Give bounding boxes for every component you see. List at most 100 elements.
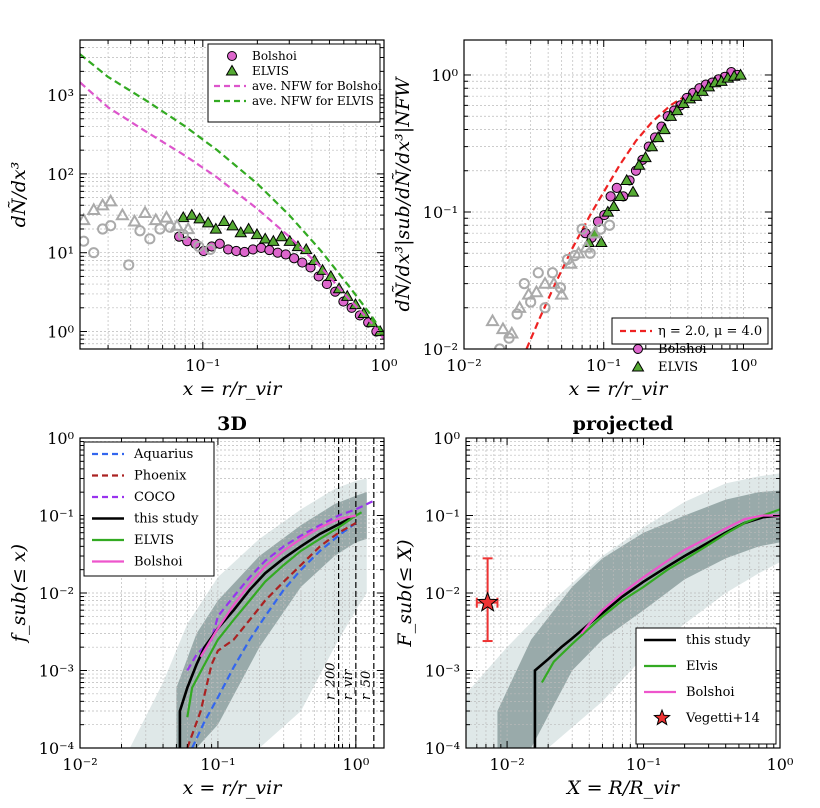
data-point-circle — [546, 267, 559, 279]
x-tick-label: 10⁻² — [489, 755, 524, 774]
y-tick-label: 10⁻² — [425, 584, 460, 603]
data-point-triangle — [645, 140, 659, 152]
plot-area — [464, 40, 772, 349]
data-point-triangle — [275, 230, 288, 242]
data-point-triangle — [579, 240, 594, 253]
axes-frame — [79, 437, 385, 749]
data-point-triangle — [670, 104, 684, 116]
data-point-circle — [88, 247, 100, 259]
legend: η = 2.0, μ = 4.0 Bolshoi ELVIS — [611, 317, 769, 375]
data-point-circle — [603, 219, 616, 231]
data-point-circle — [539, 302, 551, 314]
legend-triangle-icon — [631, 360, 645, 372]
y-tick-label: 10⁻³ — [425, 662, 460, 681]
y-tick-label: 10⁻⁴ — [425, 739, 460, 758]
data-point-circle — [204, 243, 216, 256]
legend-circle-icon — [633, 344, 643, 354]
data-point-triangle — [485, 313, 500, 327]
vline-label: r_vir — [341, 669, 356, 700]
x-tick-label: 10⁰ — [342, 755, 369, 774]
data-point-triangle — [80, 212, 91, 226]
data-point-triangle — [103, 193, 118, 207]
y-tick-label: 10¹ — [47, 244, 74, 263]
y-tick-label: 10⁰ — [47, 323, 74, 342]
data-point-circle — [518, 278, 530, 290]
data-point-triangle — [546, 276, 562, 289]
data-point-triangle — [324, 269, 338, 282]
data-point-triangle — [734, 68, 747, 80]
data-point-circle — [611, 182, 622, 193]
data-point-triangle — [137, 205, 153, 219]
y-tick-label: 10⁻⁴ — [39, 739, 74, 758]
x-tick-label: 10⁻¹ — [626, 755, 661, 774]
legend-label: Bolshoi — [658, 342, 707, 357]
x-tick-label: 10⁻¹ — [586, 356, 621, 375]
series-line--2-0-4-0 — [525, 73, 744, 349]
data-point-triangle — [209, 222, 223, 234]
data-point-triangle — [554, 286, 569, 300]
series-line-elvis — [540, 508, 780, 684]
x-tick-label: 10⁰ — [730, 356, 757, 375]
x-tick-label: 10⁻¹ — [200, 755, 235, 774]
data-point-triangle — [563, 256, 578, 269]
x-tick-label: 10⁻² — [446, 356, 481, 375]
y-tick-label: 10⁰ — [47, 429, 74, 448]
series-line-elvis — [186, 511, 363, 718]
y-axis-label: f_sub(≤ x) — [8, 544, 30, 644]
series-line-phoenix — [186, 522, 357, 748]
series-line-bolshoi — [580, 514, 780, 635]
data-point-triangle — [127, 213, 142, 227]
axes-frame — [463, 39, 773, 350]
chart-title: 3D — [217, 413, 247, 435]
legend-circle-icon — [227, 51, 237, 61]
data-point-circle — [239, 246, 250, 258]
series-line-aquarius — [191, 522, 357, 748]
data-point-circle — [144, 233, 156, 245]
data-point-triangle — [185, 208, 199, 220]
data-point-circle — [164, 221, 176, 233]
x-axis-label: X = R/R_vir — [565, 777, 681, 799]
data-point-circle — [288, 253, 300, 264]
data-point-circle — [123, 259, 135, 271]
x-axis-label: x = r/r_vir — [183, 777, 284, 799]
data-point-triangle — [226, 219, 239, 231]
data-point-triangle — [607, 199, 621, 211]
legend-label: Aquarius — [133, 447, 193, 462]
data-point-triangle — [217, 214, 231, 226]
data-point-triangle — [594, 235, 608, 248]
x-tick-label: 10⁻¹ — [185, 356, 220, 375]
data-point-circle — [231, 245, 242, 257]
series-line-ave-nfw-for-elvis — [80, 53, 384, 336]
chart-title: projected — [573, 413, 674, 435]
legend-label: Bolshoi — [252, 49, 297, 63]
series-line-bolshoi — [199, 514, 357, 658]
data-point-triangle — [664, 109, 678, 121]
data-point-circle — [605, 191, 616, 202]
legend-label: Elvis — [686, 659, 718, 674]
data-point-triangle — [115, 207, 130, 221]
data-point-circle — [511, 308, 523, 320]
legend-label: Bolshoi — [686, 685, 735, 700]
x-tick-label: 10⁰ — [371, 356, 398, 375]
data-point-triangle — [250, 228, 264, 240]
legend-label: ELVIS — [658, 360, 698, 375]
legend-label: ELVIS — [134, 533, 174, 548]
plot-p3: r_200 r_vir r_50 10⁻² 10⁻¹ 10⁰ 10⁻⁴ 10⁻³ 10⁻² 10⁻… — [8, 413, 385, 799]
plot-p4: 10⁻² 10⁻¹ 10⁰ 10⁻⁴ 10⁻³ 10⁻² 10⁻¹ 10⁰ X = R/R_vi… — [394, 413, 793, 799]
data-point-circle — [532, 267, 544, 279]
data-point-triangle — [512, 300, 527, 313]
data-point-circle — [569, 250, 581, 262]
y-tick-label: 10³ — [47, 86, 74, 105]
data-point-triangle — [626, 185, 640, 197]
legend-label: this study — [686, 633, 751, 648]
data-point-triangle — [632, 158, 646, 170]
data-point-circle — [134, 225, 146, 237]
y-tick-label: 10⁰ — [433, 429, 460, 448]
vline-label: r_200 — [324, 662, 339, 700]
data-point-triangle — [651, 130, 665, 143]
legend-label: COCO — [134, 490, 175, 505]
data-point-triangle — [620, 173, 634, 186]
y-axis-label: F_sub(≤ X) — [394, 539, 416, 647]
data-point-triangle — [193, 212, 206, 224]
